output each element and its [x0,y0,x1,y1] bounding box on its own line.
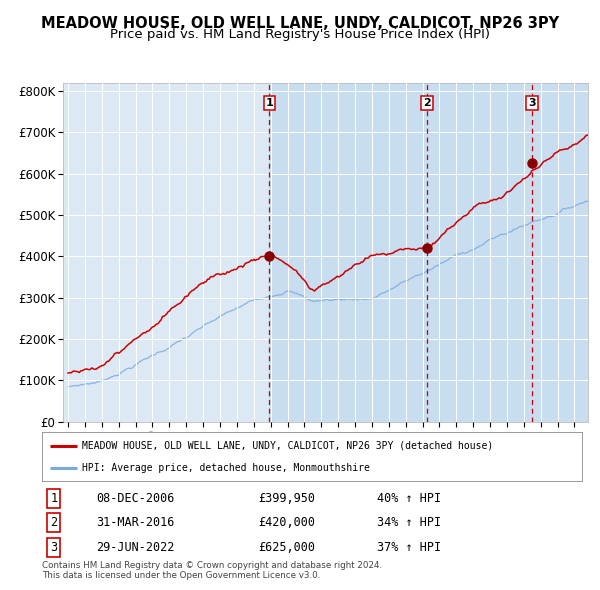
Text: Contains HM Land Registry data © Crown copyright and database right 2024.: Contains HM Land Registry data © Crown c… [42,560,382,569]
Text: HPI: Average price, detached house, Monmouthshire: HPI: Average price, detached house, Monm… [83,463,370,473]
Text: 31-MAR-2016: 31-MAR-2016 [96,516,175,529]
Text: This data is licensed under the Open Government Licence v3.0.: This data is licensed under the Open Gov… [42,571,320,580]
Text: 40% ↑ HPI: 40% ↑ HPI [377,492,441,505]
Text: Price paid vs. HM Land Registry's House Price Index (HPI): Price paid vs. HM Land Registry's House … [110,28,490,41]
Text: 37% ↑ HPI: 37% ↑ HPI [377,540,441,554]
Text: 08-DEC-2006: 08-DEC-2006 [96,492,175,505]
Text: £420,000: £420,000 [258,516,315,529]
Text: MEADOW HOUSE, OLD WELL LANE, UNDY, CALDICOT, NP26 3PY (detached house): MEADOW HOUSE, OLD WELL LANE, UNDY, CALDI… [83,441,494,451]
Bar [269,83,600,422]
Text: £625,000: £625,000 [258,540,315,554]
Text: 1: 1 [266,98,274,108]
Text: 3: 3 [529,98,536,108]
Text: 34% ↑ HPI: 34% ↑ HPI [377,516,441,529]
Text: 3: 3 [50,540,58,554]
Text: 2: 2 [50,516,58,529]
Text: MEADOW HOUSE, OLD WELL LANE, UNDY, CALDICOT, NP26 3PY: MEADOW HOUSE, OLD WELL LANE, UNDY, CALDI… [41,16,559,31]
Text: £399,950: £399,950 [258,492,315,505]
Text: 1: 1 [50,492,58,505]
Text: 2: 2 [423,98,431,108]
Text: 29-JUN-2022: 29-JUN-2022 [96,540,175,554]
